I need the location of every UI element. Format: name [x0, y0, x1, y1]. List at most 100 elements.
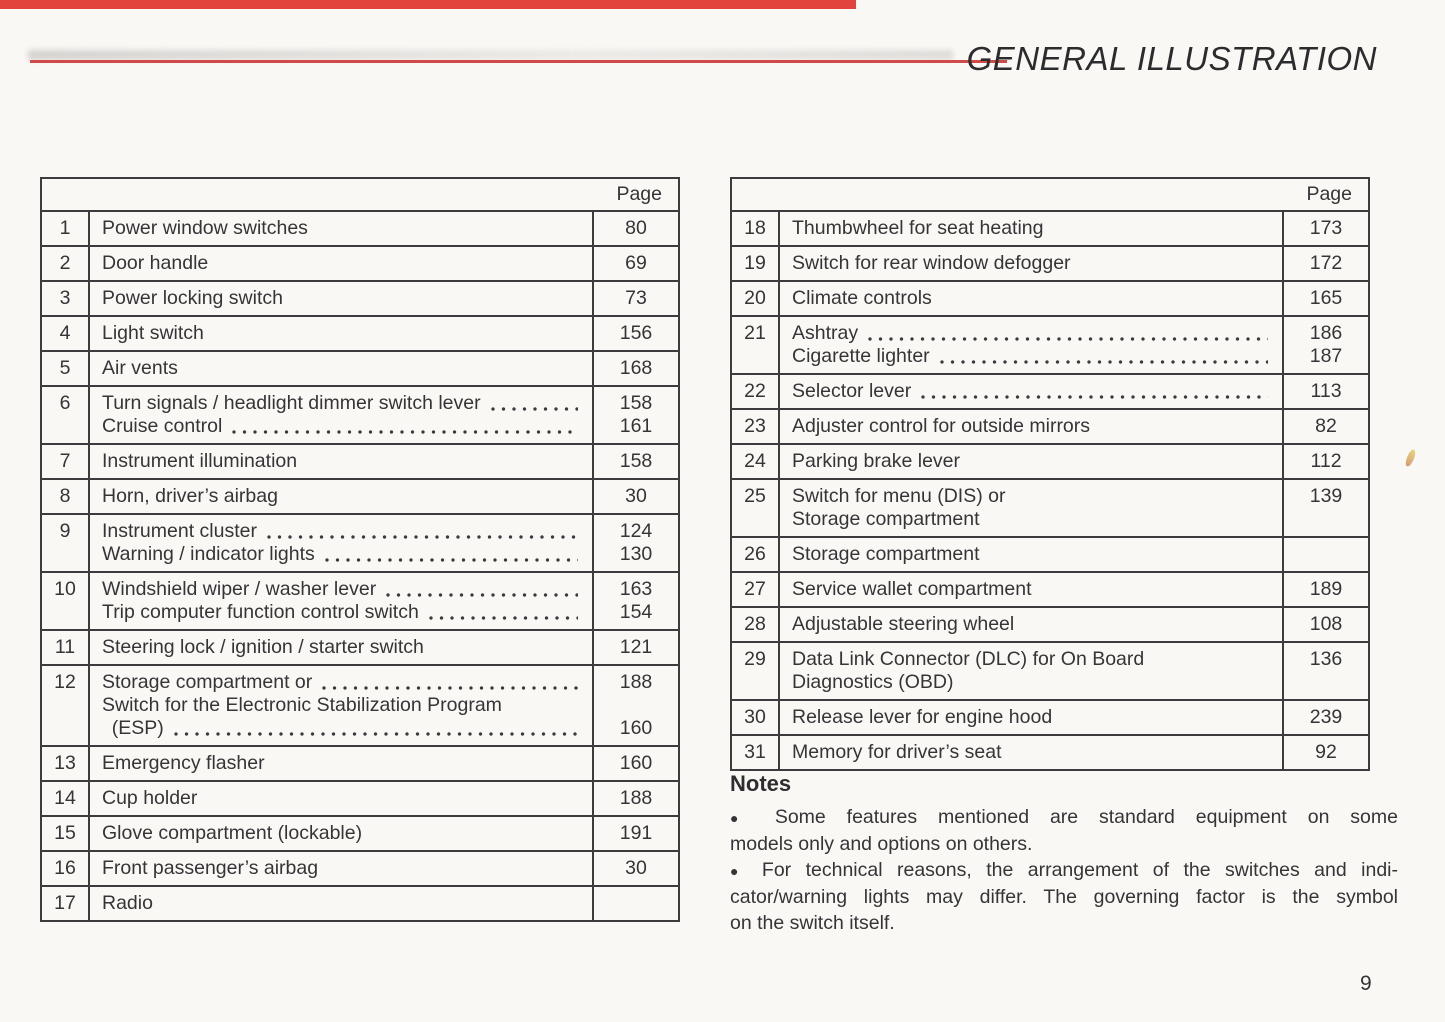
note-line: cator/warning lights may differ. The gov…	[730, 886, 1398, 908]
row-description-text: Front passenger’s airbag	[102, 857, 319, 879]
row-page: 239	[1284, 701, 1368, 734]
row-description-text: Diagnostics (OBD)	[792, 671, 954, 693]
row-description-line: Light switch	[102, 322, 584, 345]
row-number: 7	[42, 445, 90, 478]
row-page-value: 173	[1309, 217, 1343, 239]
table-row: 13 Emergency flasher 160	[42, 745, 678, 780]
row-page: 172	[1284, 247, 1368, 280]
table-row: 29 Data Link Connector (DLC) for On Board…	[732, 641, 1368, 699]
row-description-line: Adjuster control for outside mirrors	[792, 415, 1274, 438]
row-description-line: Windshield wiper / washer lever	[102, 578, 584, 601]
dotted-leader	[322, 671, 578, 694]
row-page-value: 154	[619, 601, 653, 623]
row-page-value: 130	[619, 543, 653, 565]
row-description: Horn, driver’s airbag	[90, 480, 594, 513]
page-column-header: Page	[1306, 183, 1352, 205]
row-description-text: Power window switches	[102, 217, 308, 239]
table-row: 23 Adjuster control for outside mirrors 82	[732, 408, 1368, 443]
row-description: Windshield wiper / washer lever Trip comp…	[90, 573, 594, 629]
row-number: 9	[42, 515, 90, 571]
row-description-line: Ashtray	[792, 322, 1274, 345]
row-number: 12	[42, 666, 90, 745]
row-description-text: Cruise control	[102, 415, 223, 437]
scan-mark	[1403, 448, 1418, 468]
dotted-leader	[868, 322, 1268, 345]
row-page-value: 124	[619, 520, 653, 542]
row-number: 5	[42, 352, 90, 385]
row-description-line: Radio	[102, 892, 584, 915]
row-description-line: Storage compartment or	[102, 671, 584, 694]
table-row: 24 Parking brake lever 112	[732, 443, 1368, 478]
row-description: Storage compartment or Switch for the Ele…	[90, 666, 594, 745]
table-row: 4 Light switch 156	[42, 315, 678, 350]
row-page	[1284, 538, 1368, 571]
row-page-value: 69	[625, 252, 647, 274]
row-description-text: Instrument illumination	[102, 450, 298, 472]
row-number: 25	[732, 480, 780, 536]
row-page-value: 163	[619, 578, 653, 600]
row-description-line: Cigarette lighter	[792, 345, 1274, 368]
row-number: 6	[42, 387, 90, 443]
scan-smudge	[28, 50, 953, 60]
row-number: 16	[42, 852, 90, 885]
row-page: 158	[594, 445, 678, 478]
row-page-value	[1284, 671, 1368, 694]
left-table-rows: 1 Power window switches 80 2 Door handle 69 3 P…	[42, 210, 678, 920]
row-description-line: Selector lever	[792, 380, 1274, 403]
row-page: 30	[594, 852, 678, 885]
row-page: 82	[1284, 410, 1368, 443]
row-number: 23	[732, 410, 780, 443]
row-number: 3	[42, 282, 90, 315]
row-description: Steering lock / ignition / starter switc…	[90, 631, 594, 664]
row-description: Emergency flasher	[90, 747, 594, 780]
row-page: 188 160	[594, 666, 678, 745]
row-number: 2	[42, 247, 90, 280]
notes-heading: Notes	[730, 771, 792, 796]
row-description: Power window switches	[90, 212, 594, 245]
dotted-leader	[266, 520, 578, 543]
row-description: Data Link Connector (DLC) for On Board Di…	[780, 643, 1284, 699]
row-page: 30	[594, 480, 678, 513]
row-number: 10	[42, 573, 90, 629]
row-page-value: 187	[1309, 345, 1343, 367]
row-page: 156	[594, 317, 678, 350]
table-row: 14 Cup holder 188	[42, 780, 678, 815]
row-page: 160	[594, 747, 678, 780]
table-row: 11 Steering lock / ignition / starter swi…	[42, 629, 678, 664]
row-page: 121	[594, 631, 678, 664]
row-number: 21	[732, 317, 780, 373]
table-row: 8 Horn, driver’s airbag 30	[42, 478, 678, 513]
row-description-line: Switch for menu (DIS) or	[792, 485, 1274, 508]
row-description-text: Data Link Connector (DLC) for On Board	[792, 648, 1145, 670]
right-reference-table: Page 18 Thumbwheel for seat heating 173 19 S…	[730, 177, 1370, 771]
row-description-text: Memory for driver’s seat	[792, 741, 1002, 763]
table-row: 28 Adjustable steering wheel 108	[732, 606, 1368, 641]
row-description-text: Selector lever	[792, 380, 912, 402]
row-page: 168	[594, 352, 678, 385]
row-number: 11	[42, 631, 90, 664]
row-page-value: 160	[619, 752, 653, 774]
row-description-text: Switch for the Electronic Stabilization …	[102, 694, 502, 716]
row-description: Release lever for engine hood	[780, 701, 1284, 734]
dotted-leader	[939, 345, 1268, 368]
dotted-leader	[173, 717, 578, 740]
row-description: Parking brake lever	[780, 445, 1284, 478]
row-number: 19	[732, 247, 780, 280]
row-page: 113	[1284, 375, 1368, 408]
row-page: 73	[594, 282, 678, 315]
dotted-leader	[490, 392, 578, 415]
row-page-value: 161	[619, 415, 653, 437]
row-description-line: Climate controls	[792, 287, 1274, 310]
row-page-value: 108	[1309, 613, 1343, 635]
row-page: 139	[1284, 480, 1368, 536]
row-page: 163 154	[594, 573, 678, 629]
table-row: 20 Climate controls 165	[732, 280, 1368, 315]
row-description-line: Power locking switch	[102, 287, 584, 310]
table-row: 22 Selector lever 113	[732, 373, 1368, 408]
top-edge-red-bar	[0, 0, 856, 9]
row-description: Turn signals / headlight dimmer switch l…	[90, 387, 594, 443]
row-description-text: Instrument cluster	[102, 520, 257, 542]
row-page-value: 73	[625, 287, 647, 309]
row-page-value: 158	[619, 450, 653, 472]
row-description-text: Thumbwheel for seat heating	[792, 217, 1044, 239]
